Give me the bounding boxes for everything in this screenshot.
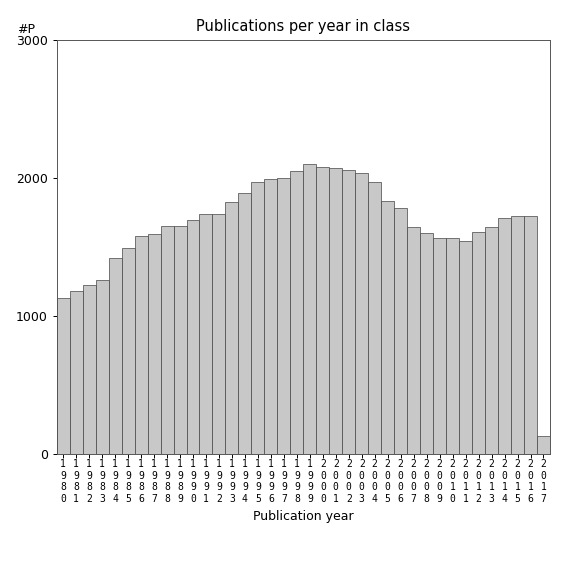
Bar [459,241,472,454]
Bar [160,226,174,454]
Bar [303,164,316,454]
Bar [290,171,303,454]
Bar [368,182,381,454]
Bar [57,298,70,454]
Bar [174,226,187,454]
Bar [213,214,226,454]
Bar [96,281,109,454]
Bar [70,291,83,454]
Bar [147,234,160,454]
Bar [329,168,342,454]
Bar [264,179,277,454]
Bar [251,182,264,454]
Bar [239,193,251,454]
Title: Publications per year in class: Publications per year in class [196,19,411,35]
Text: #P: #P [17,23,35,36]
Bar [134,236,147,454]
Bar [407,227,420,454]
Bar [342,170,356,454]
Bar [472,232,485,454]
Bar [277,177,290,454]
Bar [537,435,550,454]
Bar [200,214,213,454]
Bar [316,167,329,454]
Bar [394,208,407,454]
Bar [485,227,498,454]
Bar [187,221,200,454]
Bar [83,285,96,454]
Bar [498,218,511,454]
Bar [446,238,459,454]
Bar [381,201,394,454]
Bar [109,257,121,454]
Bar [511,216,524,454]
Bar [420,233,433,454]
Bar [433,238,446,454]
Bar [121,248,134,454]
X-axis label: Publication year: Publication year [253,510,354,523]
Bar [226,202,239,454]
Bar [356,173,368,454]
Bar [524,216,537,454]
